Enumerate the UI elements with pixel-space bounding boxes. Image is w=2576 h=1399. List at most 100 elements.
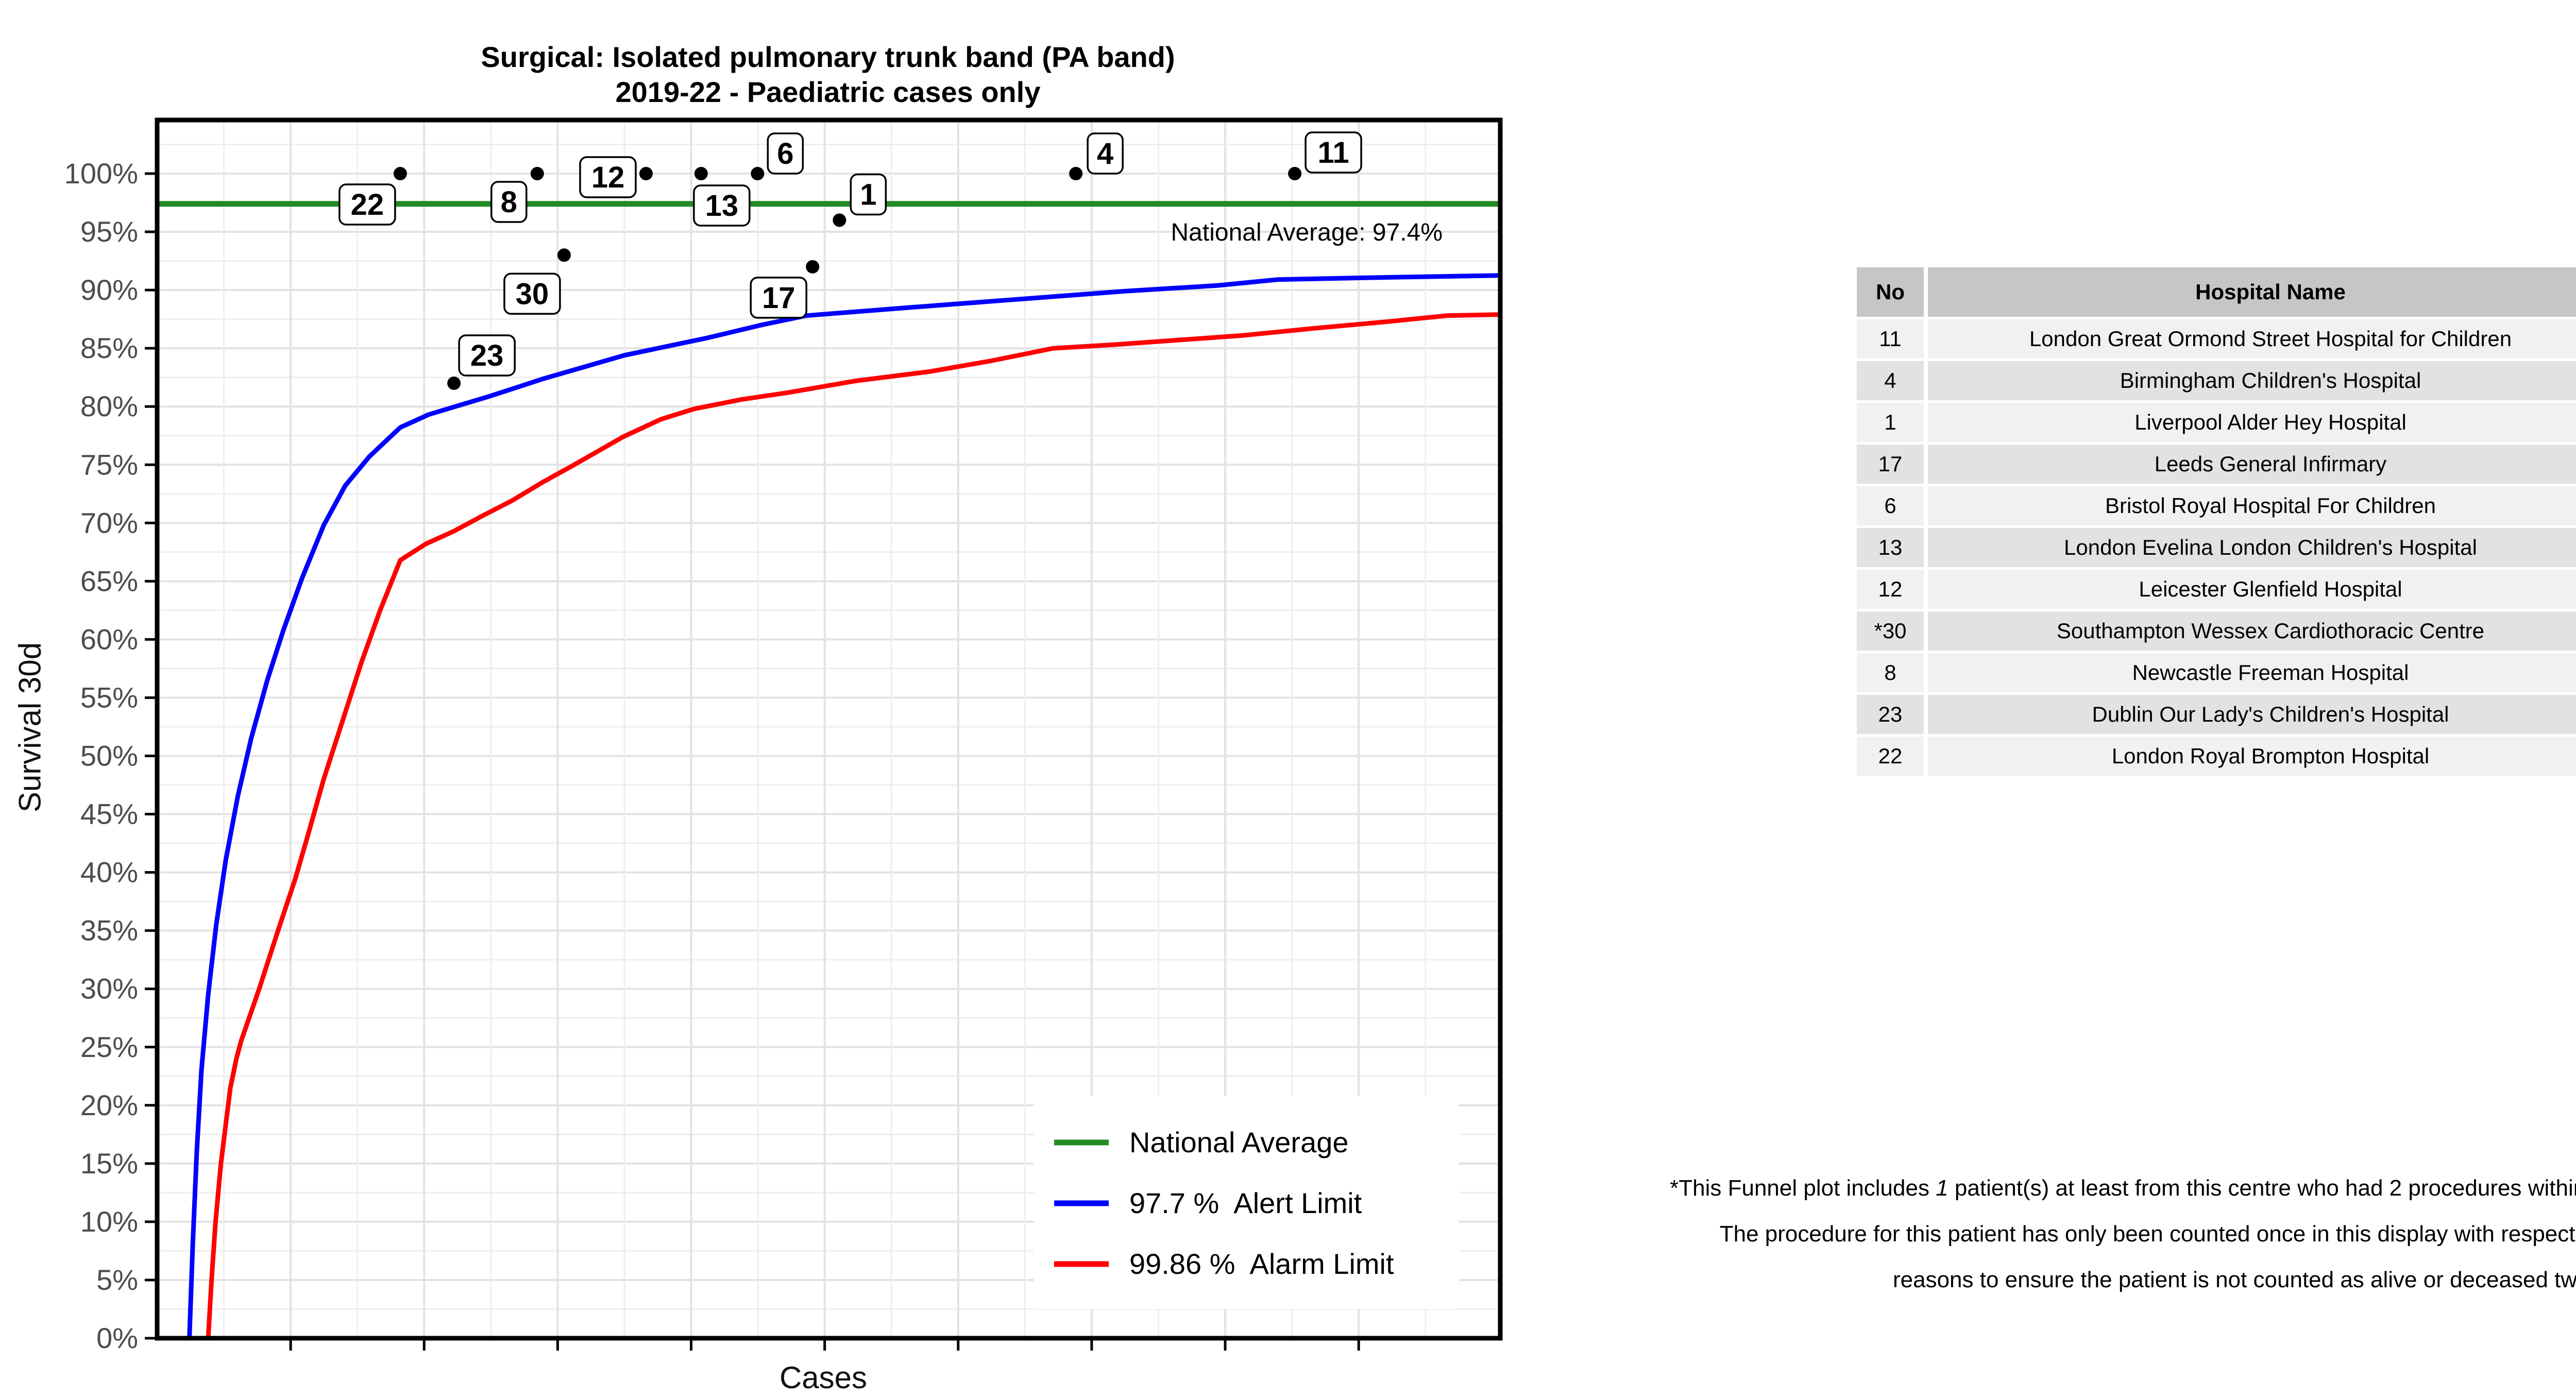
y-tick-label: 20%: [80, 1089, 138, 1121]
funnel-plot-svg: 0% 5% 10% 15% 20% 25% 30% 35% 40% 45% 50% 55% 60% 65%…: [64, 117, 1503, 1354]
y-tick-label: 40%: [80, 856, 138, 889]
data-point-label-box: [693, 184, 751, 227]
hospital-table-body: 11 London Great Ormond Street Hospital fo…: [1857, 319, 2576, 776]
row-hospital-name: Leicester Glenfield Hospital: [1928, 570, 2576, 609]
row-hospital-name: Newcastle Freeman Hospital: [1928, 653, 2576, 692]
data-point-label: 17: [750, 277, 807, 319]
row-no: 6: [1857, 486, 1924, 525]
data-point-label-text: 17: [762, 281, 795, 315]
legend-label: 97.7 % Alert Limit: [1129, 1187, 1362, 1219]
x-axis-title: Cases: [779, 1360, 868, 1395]
y-tick-label: 100%: [64, 157, 138, 190]
data-point-label-box: [750, 277, 807, 319]
footnote-line1-post: patient(s) at least from this centre who…: [1954, 1175, 2576, 1201]
footnote-line1-italic: 1: [1936, 1175, 1948, 1201]
data-point-dot: [1069, 167, 1083, 181]
legend-label: 99.86 % Alarm Limit: [1129, 1248, 1394, 1280]
table-header-no: No: [1857, 267, 1924, 317]
row-hospital-name: London Royal Brompton Hospital: [1928, 737, 2576, 776]
footnote: *This Funnel plot includes 1 patient(s) …: [1556, 1165, 2576, 1303]
data-point-label-box: [338, 183, 396, 226]
row-hospital-name: Liverpool Alder Hey Hospital: [1928, 403, 2576, 442]
y-tick-label: 95%: [80, 215, 138, 248]
footnote-line3: reasons to ensure the patient is not cou…: [1892, 1267, 2576, 1292]
y-tick-label: 65%: [80, 565, 138, 597]
data-point-label-box: [1087, 132, 1124, 175]
row-no: 4: [1857, 361, 1924, 400]
data-point-label: 8: [490, 181, 528, 223]
data-point-dot: [557, 248, 571, 262]
data-point-dot: [530, 167, 544, 181]
data-point-dot: [639, 167, 653, 181]
y-tick-label: 80%: [80, 390, 138, 422]
y-tick-label: 90%: [80, 274, 138, 306]
y-tick-label: 50%: [80, 740, 138, 772]
data-point-label: 12: [579, 156, 637, 198]
footnote-line1-pre: *This Funnel plot includes: [1670, 1175, 1936, 1201]
footnote-line2: The procedure for this patient has only …: [1719, 1221, 2576, 1247]
row-no: 13: [1857, 528, 1924, 567]
y-tick-label: 25%: [80, 1031, 138, 1063]
data-point-dot: [694, 167, 708, 181]
y-tick-label: 30%: [80, 973, 138, 1005]
data-point-label: 1: [850, 173, 887, 216]
data-point-label-box: [503, 272, 561, 315]
row-no: 23: [1857, 695, 1924, 734]
data-point-label-box: [490, 181, 528, 223]
row-no: 8: [1857, 653, 1924, 692]
plot-border: [155, 117, 1503, 1341]
data-point-label-text: 23: [470, 339, 504, 372]
data-point-label: 23: [458, 334, 516, 377]
y-tick-label: 55%: [80, 681, 138, 713]
row-hospital-name: London Evelina London Children's Hospita…: [1928, 528, 2576, 567]
data-point-label: 11: [1304, 131, 1362, 174]
y-tick-label: 70%: [80, 506, 138, 539]
data-point-label: 22: [338, 183, 396, 226]
national-average-annotation: National Average: 97.4%: [1171, 219, 1443, 246]
data-point-label-box: [579, 156, 637, 198]
data-point-label-box: [1304, 131, 1362, 174]
alert-limit-curve: [187, 273, 1503, 1341]
data-point-dot: [833, 213, 846, 227]
row-no: 12: [1857, 570, 1924, 609]
data-point-label-text: 22: [351, 188, 384, 221]
data-point-label-text: 13: [705, 189, 739, 223]
data-point-label-text: 1: [860, 178, 876, 211]
y-tick-label: 5%: [96, 1264, 138, 1296]
hospital-table-head: No Hospital Name Survival 30d: [1857, 267, 2576, 317]
data-point-label: 4: [1087, 132, 1124, 175]
y-tick-label: 35%: [80, 914, 138, 947]
data-point-label-box: [850, 173, 887, 216]
data-point-label-text: 4: [1097, 137, 1113, 170]
y-tick-label: 75%: [80, 448, 138, 481]
data-point-label: 13: [693, 184, 751, 227]
data-point-label: 30: [503, 272, 561, 315]
row-hospital-name: Dublin Our Lady's Children's Hospital: [1928, 695, 2576, 734]
y-tick-label: 60%: [80, 623, 138, 655]
data-point-label-box: [458, 334, 516, 377]
row-no: 17: [1857, 445, 1924, 484]
data-point-label-text: 8: [501, 185, 517, 219]
alarm-limit-curve: [206, 312, 1503, 1341]
row-no: 22: [1857, 737, 1924, 776]
row-hospital-name: Leeds General Infirmary: [1928, 445, 2576, 484]
data-point-dot: [447, 376, 461, 390]
chart-title-line2: 2019-22 - Paediatric cases only: [615, 76, 1041, 108]
data-point-label-text: 12: [591, 161, 625, 194]
table-row: *30 Southampton Wessex Cardiothoracic Cen…: [1857, 611, 2576, 651]
data-point-label-text: 6: [777, 137, 793, 170]
row-hospital-name: Bristol Royal Hospital For Children: [1928, 486, 2576, 525]
table-row: 13 London Evelina London Children's Hospi…: [1857, 528, 2576, 567]
data-point-label-text: 11: [1317, 136, 1349, 169]
row-hospital-name: London Great Ormond Street Hospital for …: [1928, 319, 2576, 359]
data-point-label-text: 30: [516, 277, 549, 311]
data-point-dot: [1288, 167, 1302, 181]
data-point-label: 6: [767, 132, 804, 175]
